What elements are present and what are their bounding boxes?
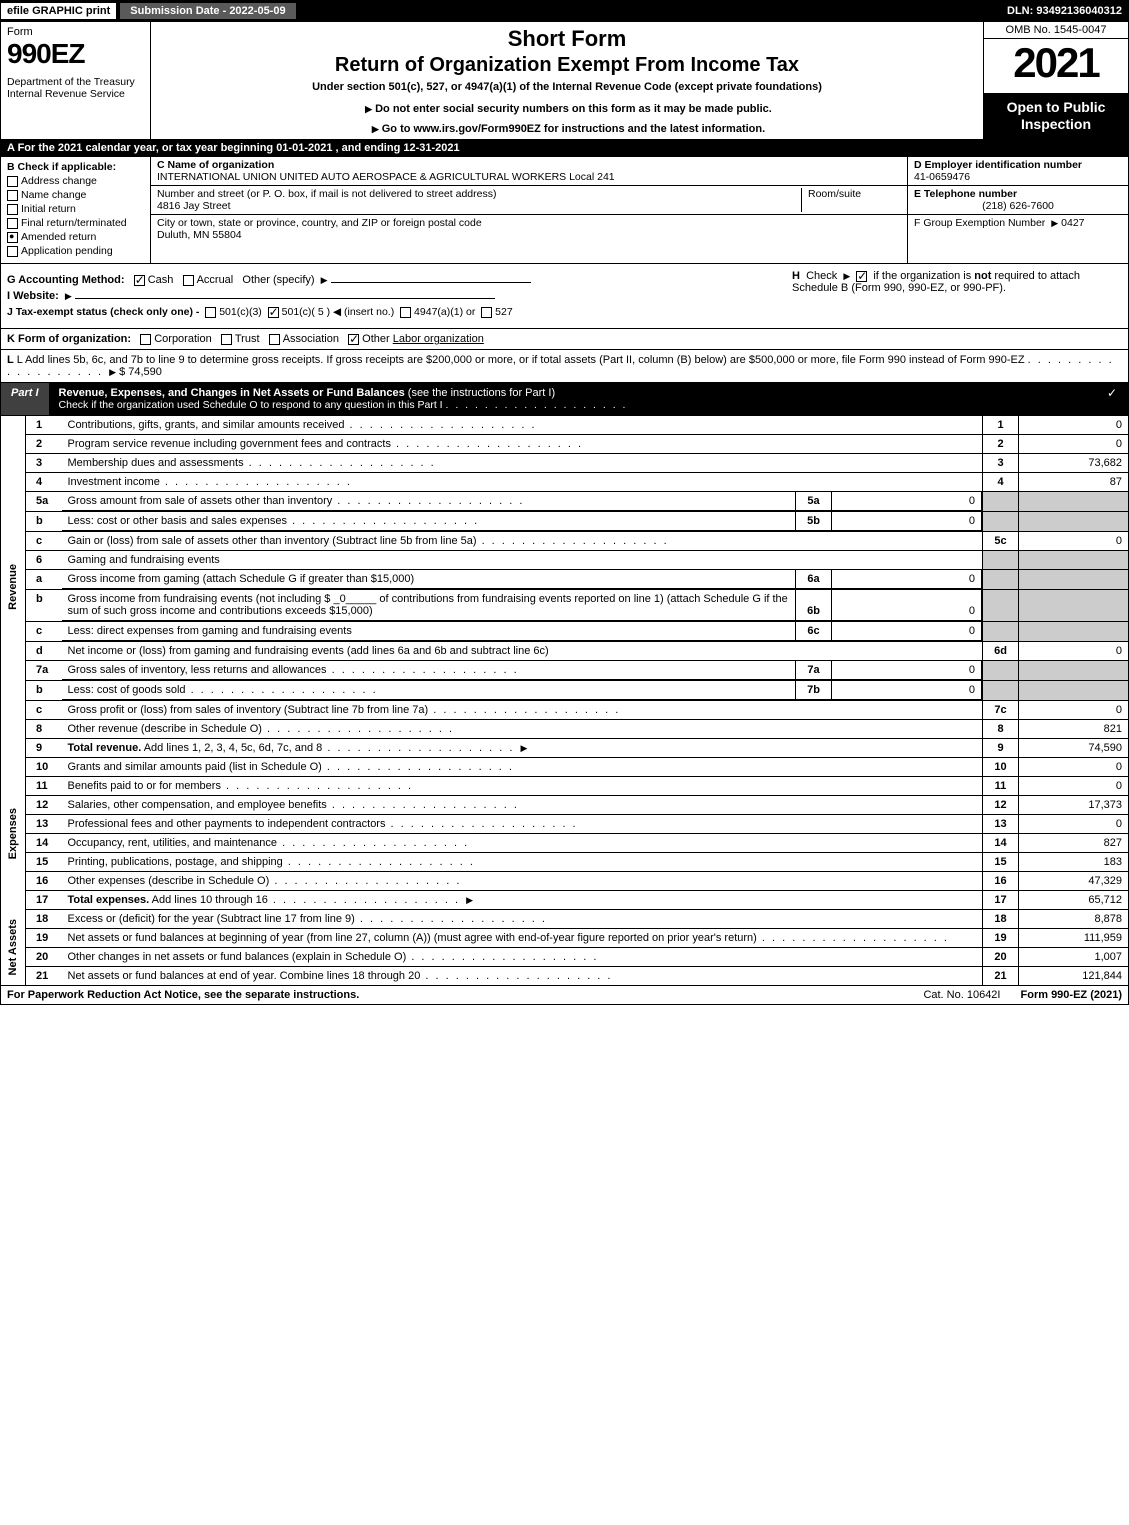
open-to-public: Open to Public Inspection [984,93,1128,139]
line-6c: cLess: direct expenses from gaming and f… [1,622,1129,642]
org-name-row: C Name of organization INTERNATIONAL UNI… [151,157,907,186]
line-1: Revenue 1Contributions, gifts, grants, a… [1,416,1129,435]
short-form-title: Short Form [157,26,977,52]
city-row: City or town, state or province, country… [151,215,907,263]
line-16: 16Other expenses (describe in Schedule O… [1,872,1129,891]
line-6a: aGross income from gaming (attach Schedu… [1,570,1129,590]
row-a: A For the 2021 calendar year, or tax yea… [0,140,1129,157]
row-h: H Check if the organization is not requi… [792,270,1122,294]
line-14: 14Occupancy, rent, utilities, and mainte… [1,834,1129,853]
tax-year: 2021 [984,39,1128,93]
row-k: K Form of organization: Corporation Trus… [0,329,1129,350]
line-21: 21Net assets or fund balances at end of … [1,967,1129,986]
footer-left: For Paperwork Reduction Act Notice, see … [7,989,903,1001]
line-2: 2Program service revenue including gover… [1,435,1129,454]
footer-form: Form 990-EZ (2021) [1021,989,1123,1001]
ein-val: 41-0659476 [914,171,970,183]
irs-link[interactable]: www.irs.gov/Form990EZ [414,123,541,135]
org-name: INTERNATIONAL UNION UNITED AUTO AEROSPAC… [157,171,615,183]
footer-cat: Cat. No. 10642I [903,989,1020,1001]
dln: DLN: 93492136040312 [1001,3,1128,19]
return-of-title: Return of Organization Exempt From Incom… [157,54,977,77]
chk-initial-return: Initial return [7,203,144,215]
col-b-heading: B Check if applicable: [7,161,144,173]
title-block: Form 990EZ Department of the Treasury In… [0,22,1129,140]
phone-row: E Telephone number (218) 626-7600 [908,186,1128,215]
line-18: Net Assets 18Excess or (deficit) for the… [1,910,1129,929]
part1-header: Part I Revenue, Expenses, and Changes in… [0,383,1129,416]
line-20: 20Other changes in net assets or fund ba… [1,948,1129,967]
line-10: Expenses 10Grants and similar amounts pa… [1,758,1129,777]
line-13: 13Professional fees and other payments t… [1,815,1129,834]
line-6: 6Gaming and fundraising events [1,551,1129,570]
col-de: D Employer identification number 41-0659… [908,157,1128,263]
chk-final-return: Final return/terminated [7,217,144,229]
header-bar: efile GRAPHIC print Submission Date - 20… [0,0,1129,22]
row-j: J Tax-exempt status (check only one) - 5… [7,306,1122,318]
chk-app-pending: Application pending [7,245,144,257]
side-revenue: Revenue [7,564,19,610]
line-5c: cGain or (loss) from sale of assets othe… [1,532,1129,551]
line-6d: dNet income or (loss) from gaming and fu… [1,642,1129,661]
gross-receipts: $ 74,590 [119,366,162,378]
line-8: 8Other revenue (describe in Schedule O)8… [1,720,1129,739]
line-4: 4Investment income487 [1,473,1129,492]
col-c: C Name of organization INTERNATIONAL UNI… [151,157,908,263]
line-5b: bLess: cost or other basis and sales exp… [1,512,1129,532]
title-right: OMB No. 1545-0047 2021 Open to Public In… [983,22,1128,139]
under-section: Under section 501(c), 527, or 4947(a)(1)… [157,81,977,93]
line-5a: 5aGross amount from sale of assets other… [1,492,1129,512]
street-row: Number and street (or P. O. box, if mail… [151,186,907,215]
go-to: Go to www.irs.gov/Form990EZ for instruct… [157,123,977,135]
other-org-val: Labor organization [393,333,484,345]
part1-label: Part I [1,383,49,415]
form-number: 990EZ [7,38,144,70]
line-11: 11Benefits paid to or for members110 [1,777,1129,796]
line-15: 15Printing, publications, postage, and s… [1,853,1129,872]
do-not-enter: Do not enter social security numbers on … [157,103,977,115]
line-7c: cGross profit or (loss) from sales of in… [1,701,1129,720]
city-val: Duluth, MN 55804 [157,229,242,241]
chk-amended: Amended return [7,231,144,243]
part1-schedule-o-check [1098,383,1128,415]
side-expenses: Expenses [7,808,19,859]
phone-val: (218) 626-7600 [914,200,1122,212]
part1-title: Revenue, Expenses, and Changes in Net As… [49,383,1098,415]
group-ex-row: F Group Exemption Number 0427 [908,215,1128,263]
row-l: L L Add lines 5b, 6c, and 7b to line 9 t… [0,350,1129,383]
chk-name-change: Name change [7,189,144,201]
col-b: B Check if applicable: Address change Na… [1,157,151,263]
efile-label[interactable]: efile GRAPHIC print [1,3,116,19]
chk-address-change: Address change [7,175,144,187]
line-7a: 7aGross sales of inventory, less returns… [1,661,1129,681]
side-netassets: Net Assets [7,919,19,975]
info-block: B Check if applicable: Address change Na… [0,157,1129,264]
line-12: 12Salaries, other compensation, and empl… [1,796,1129,815]
footer: For Paperwork Reduction Act Notice, see … [0,986,1129,1005]
line-6b: bGross income from fundraising events (n… [1,590,1129,622]
line-17: 17Total expenses. Add lines 10 through 1… [1,891,1129,910]
street-val: 4816 Jay Street [157,200,231,212]
section-ghij: H Check if the organization is not requi… [0,264,1129,329]
submission-date: Submission Date - 2022-05-09 [120,3,295,19]
omb-number: OMB No. 1545-0047 [984,22,1128,39]
form-label: Form [7,26,144,38]
line-3: 3Membership dues and assessments373,682 [1,454,1129,473]
group-ex-val: 0427 [1061,217,1084,229]
line-7b: bLess: cost of goods sold7b0 [1,681,1129,701]
form-id-block: Form 990EZ Department of the Treasury In… [1,22,151,139]
ein-row: D Employer identification number 41-0659… [908,157,1128,186]
line-19: 19Net assets or fund balances at beginni… [1,929,1129,948]
part1-table: Revenue 1Contributions, gifts, grants, a… [0,416,1129,986]
line-9: 9Total revenue. Add lines 1, 2, 3, 4, 5c… [1,739,1129,758]
title-mid: Short Form Return of Organization Exempt… [151,22,983,139]
dept-treasury: Department of the Treasury Internal Reve… [7,76,144,100]
